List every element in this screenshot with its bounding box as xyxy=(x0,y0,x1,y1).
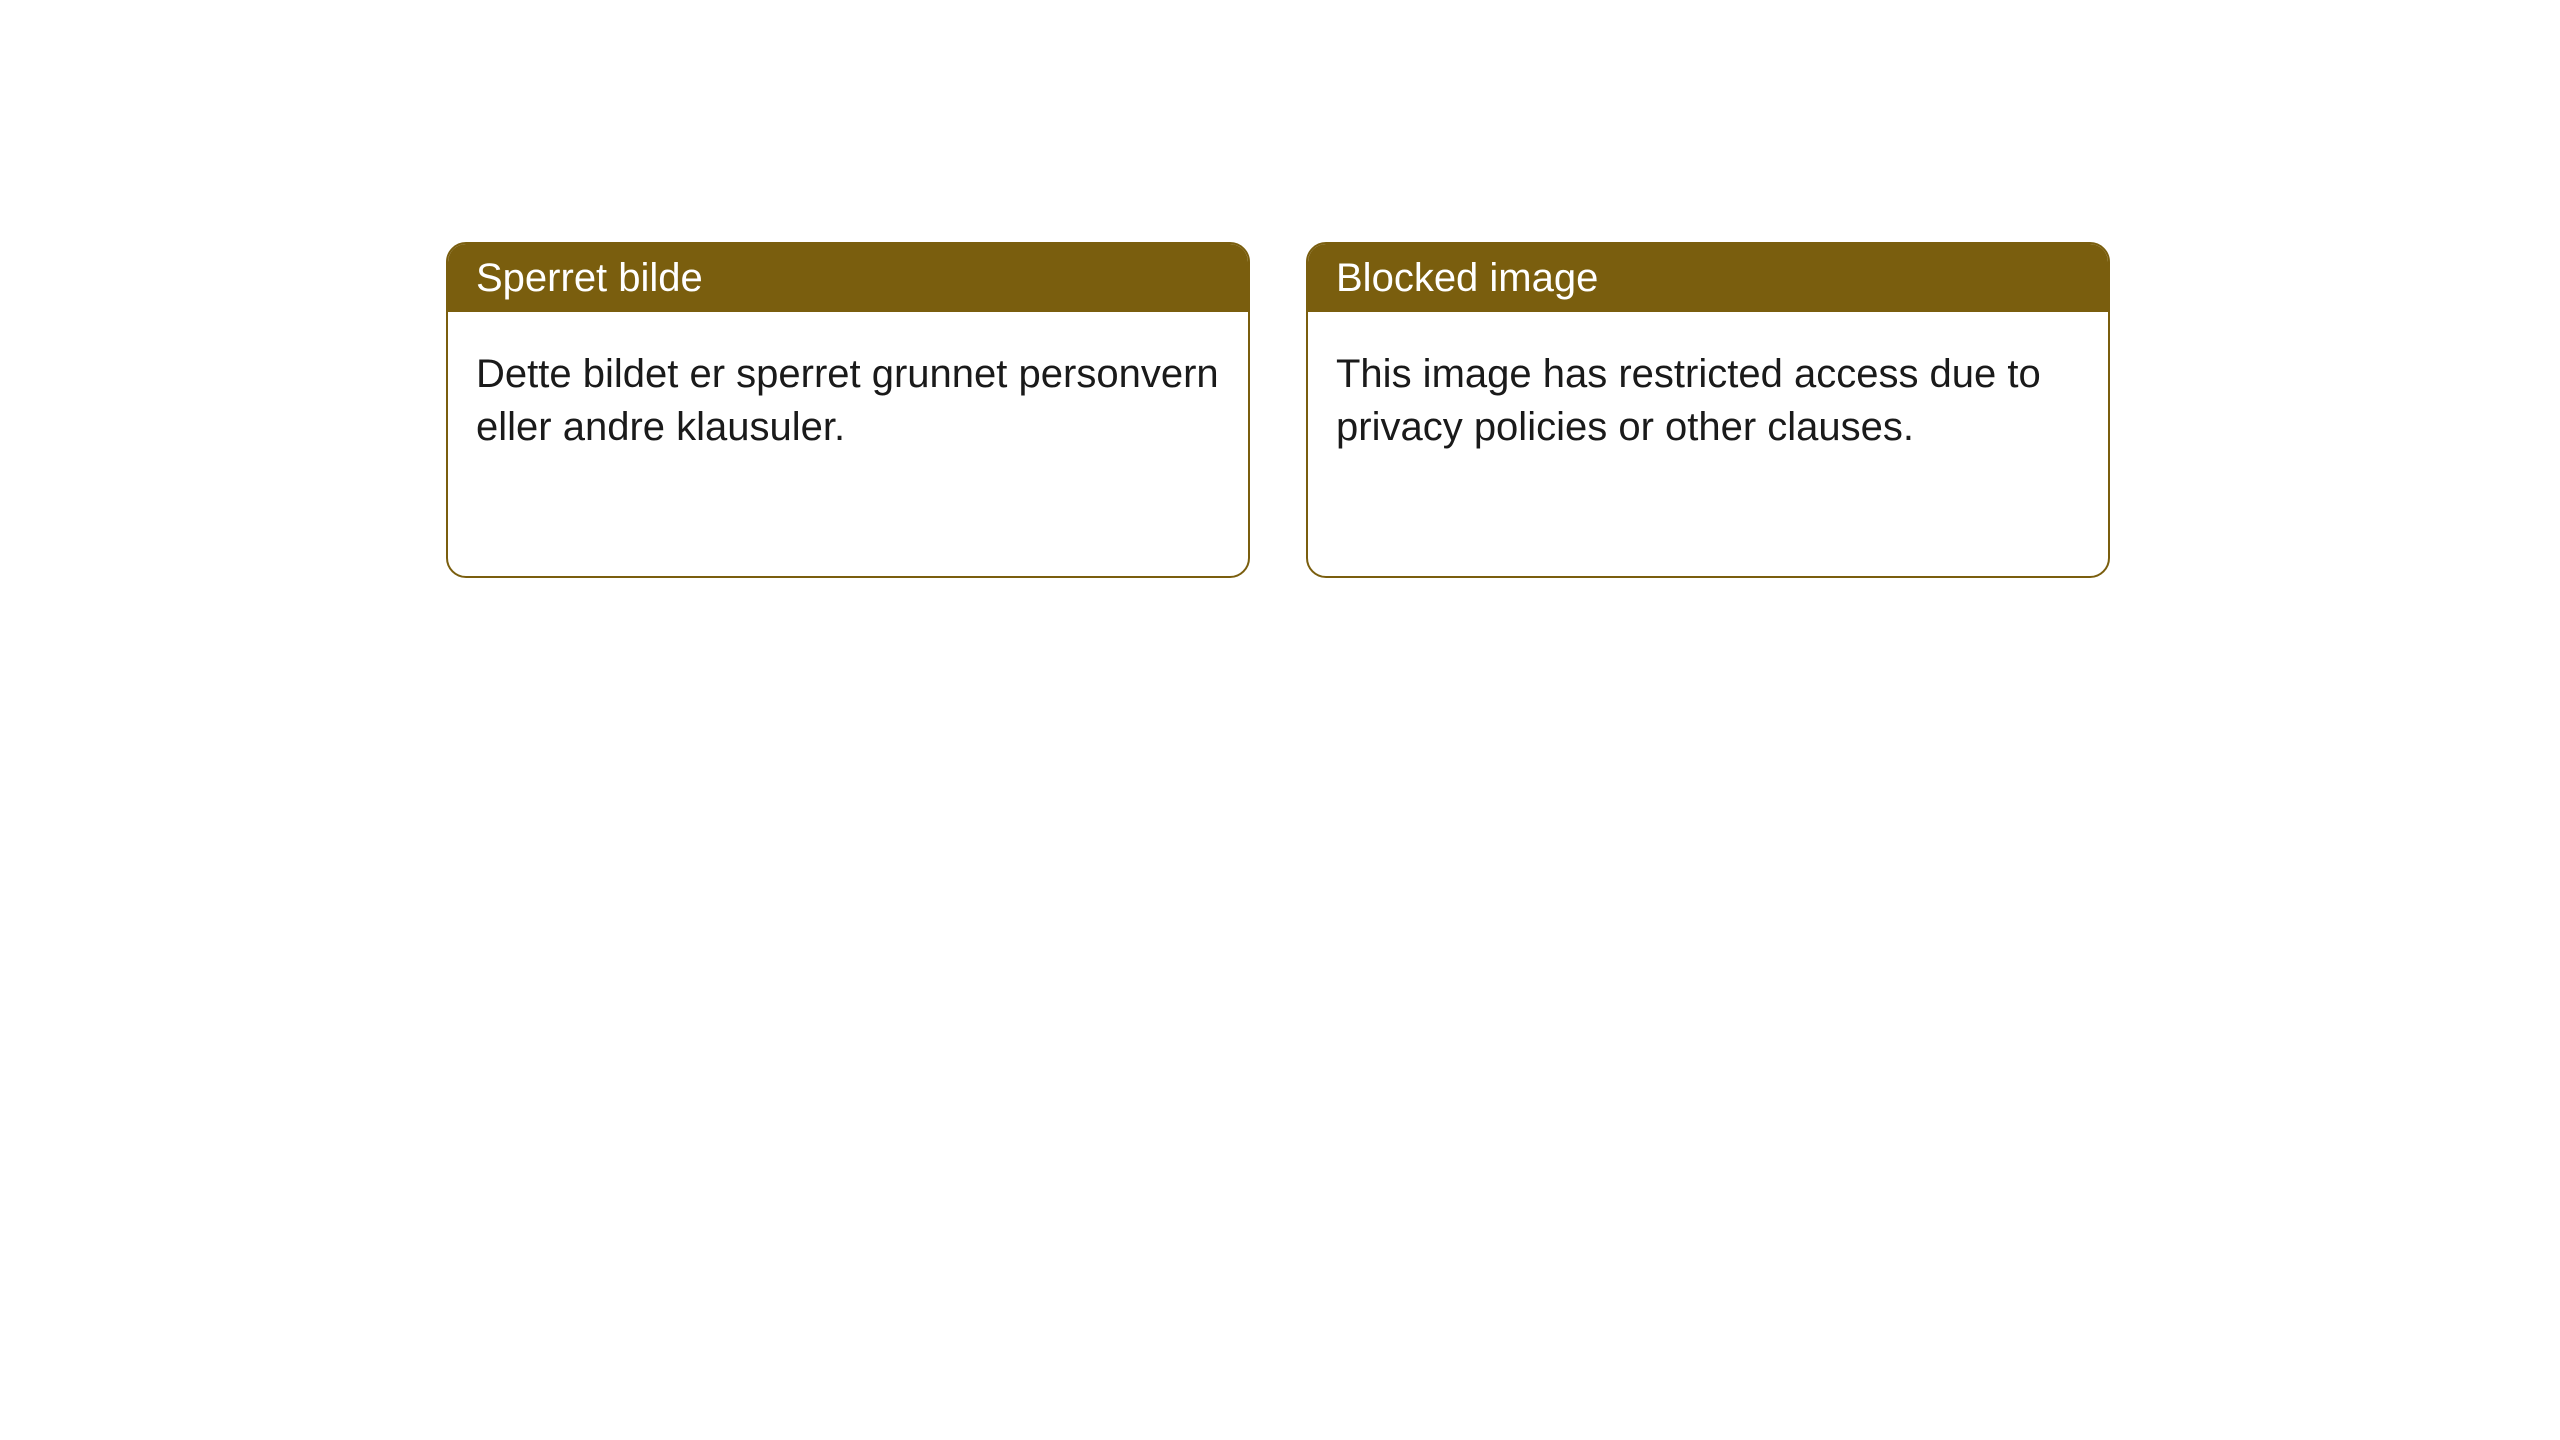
notice-card-text: This image has restricted access due to … xyxy=(1336,352,2041,449)
notice-card-header: Sperret bilde xyxy=(448,244,1248,312)
notice-card-text: Dette bildet er sperret grunnet personve… xyxy=(476,352,1219,449)
notice-card-en: Blocked image This image has restricted … xyxy=(1306,242,2110,578)
notice-cards-container: Sperret bilde Dette bildet er sperret gr… xyxy=(446,242,2110,578)
notice-card-title: Sperret bilde xyxy=(476,256,703,300)
notice-card-no: Sperret bilde Dette bildet er sperret gr… xyxy=(446,242,1250,578)
notice-card-title: Blocked image xyxy=(1336,256,1598,300)
notice-card-body: This image has restricted access due to … xyxy=(1308,312,2108,482)
notice-card-body: Dette bildet er sperret grunnet personve… xyxy=(448,312,1248,482)
notice-card-header: Blocked image xyxy=(1308,244,2108,312)
